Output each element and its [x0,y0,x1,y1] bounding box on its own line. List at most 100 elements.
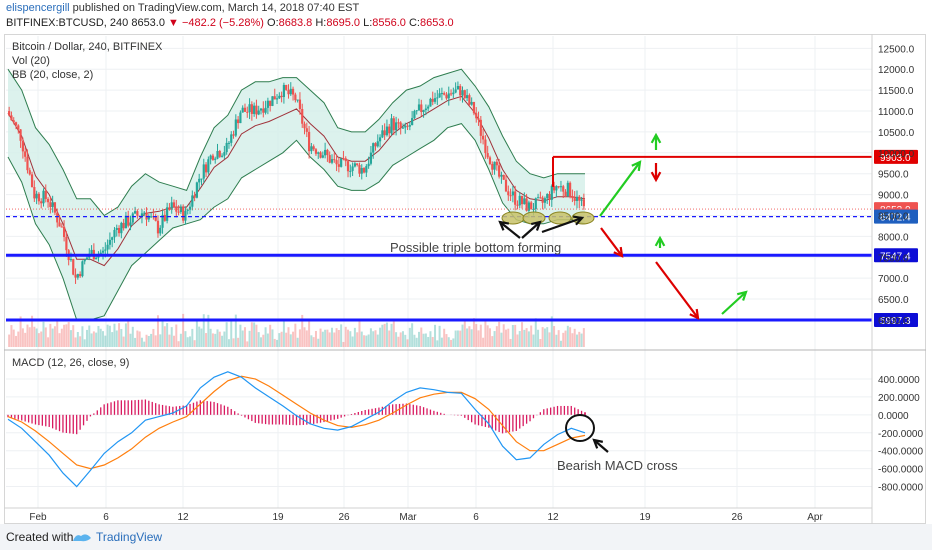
volume-bar [431,336,434,347]
volume-bar [374,330,377,347]
volume-bar [289,334,292,347]
volume-bar [209,328,212,347]
macd-axis-tick: -200.0000 [878,429,923,440]
time-axis-tick: 19 [639,512,651,523]
macd-axis-tick: -800.0000 [878,483,923,494]
candle-body [333,159,336,161]
volume-bar [388,330,391,347]
candle-body [24,151,27,157]
volume-bar [369,328,372,347]
pointer-arrow [521,221,541,239]
volume-bar [266,333,269,347]
volume-bar [340,324,343,347]
price-axis-tick: 12000.0 [878,65,915,76]
candle-body [53,202,57,213]
bullish-arrow-head [650,132,662,144]
volume-bar [479,324,482,347]
candle-body [449,93,453,95]
volume-bar [104,335,107,347]
low-label: L: [363,17,373,29]
candle-body [58,222,61,227]
price-axis-tick: 6500.0 [878,295,909,306]
candle-body [33,187,36,199]
candle-body [488,157,492,164]
volume-bar [303,327,306,347]
volume-bar [532,334,535,347]
candle-body [385,126,389,136]
volume-bar [292,331,295,347]
candle-body [445,94,448,99]
volume-bar [138,331,141,347]
volume-bar [211,333,214,347]
candle-body [227,142,231,144]
volume-bar [154,335,157,347]
candle-body [424,108,427,111]
candle-body [351,166,354,171]
candle-body [26,156,29,171]
candle-body [60,226,63,228]
candle-body [35,193,38,199]
volume-bar [159,334,162,347]
volume-bar [140,337,143,347]
candle-body [214,158,217,160]
volume-bar [463,321,466,347]
price-label-box [874,313,918,328]
candle-body [482,135,485,140]
candle-body [514,191,517,205]
time-axis-tick: 12 [177,512,189,523]
volume-bar [312,337,315,347]
price-axis-tick: 12500.0 [878,44,915,55]
candle-body [37,193,41,202]
price-axis-tick: 8500.0 [878,211,909,222]
volume-bar [417,331,420,347]
volume-bar [482,337,485,347]
volume-bar [175,324,178,347]
candle-body [559,186,563,188]
time-axis-tick: 12 [547,512,559,523]
volume-bar [67,322,70,347]
created-with-label: Created with [6,530,74,544]
candle-body [337,164,340,167]
candle-body [79,274,82,277]
candle-body [378,137,382,142]
volume-bar [443,328,446,347]
candle-body [85,257,89,260]
author-link[interactable]: elispencergill [6,2,70,14]
volume-bar [15,335,18,347]
volume-bar [488,328,491,347]
volume-bar [319,328,322,347]
volume-bar [321,331,324,347]
volume-bar [397,336,400,347]
volume-bar [24,332,27,347]
bullish-arrow-head [654,235,666,247]
volume-bar [56,321,59,347]
volume-bar [81,326,84,347]
volume-bar [262,334,265,347]
volume-bar [376,334,379,347]
volume-bar [553,326,556,347]
triple-bottom-marker [548,211,572,225]
volume-bar [10,325,13,347]
tradingview-brand-link[interactable]: TradingView [96,530,163,544]
candle-body [525,198,528,211]
pointer-arrow [499,221,521,239]
volume-bar [131,326,134,347]
candle-body [166,207,169,221]
price-axis-tick: 11500.0 [878,86,914,97]
volume-bar [509,338,512,347]
candle-body [314,149,318,154]
volume-bar [218,331,221,347]
volume-bar [170,327,173,347]
candle-body [17,125,20,130]
price-axis-tick: 10000.0 [878,149,915,160]
candle-body [573,198,576,202]
candle-body [582,199,585,207]
volume-bar [477,330,480,347]
candle-body [62,226,66,238]
candle-body [182,207,185,221]
candle-body [232,134,235,136]
candle-body [417,104,421,111]
volume-bar [255,324,258,347]
candle-body [564,191,567,197]
